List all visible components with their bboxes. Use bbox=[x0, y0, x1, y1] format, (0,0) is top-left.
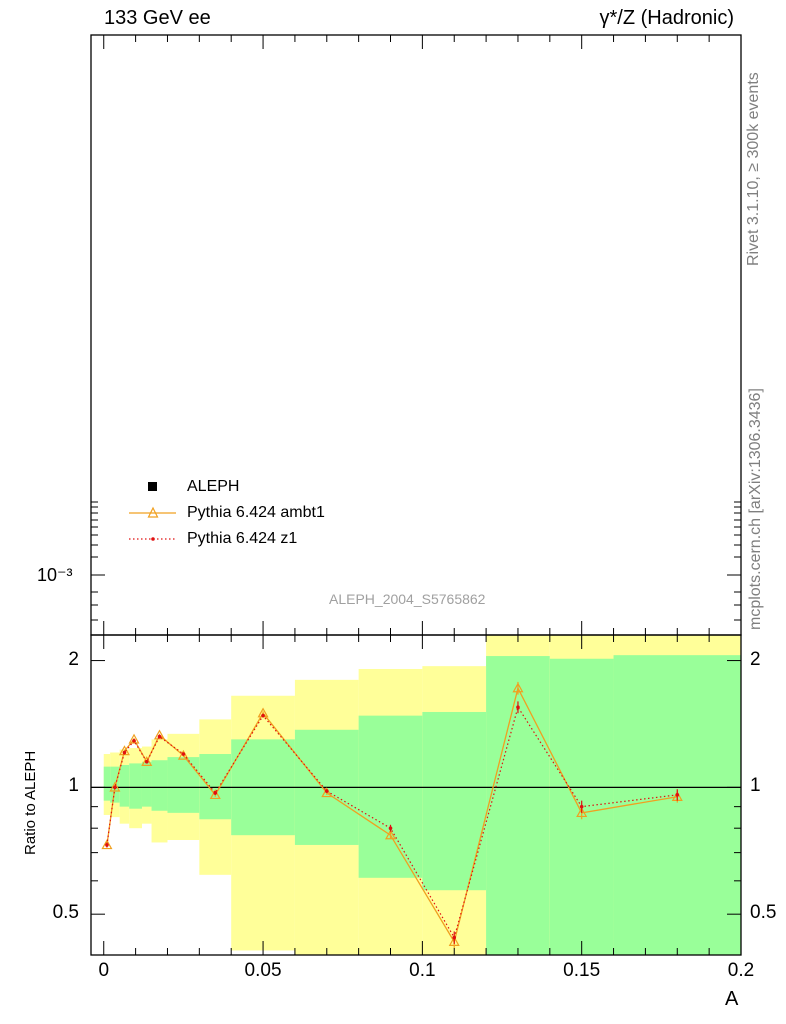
series-1-point-2 bbox=[122, 750, 127, 755]
series-0-point-5 bbox=[153, 729, 166, 740]
band-inner-0 bbox=[103, 766, 111, 801]
ratio-panel-axes bbox=[90, 634, 742, 956]
series-0-point-0 bbox=[101, 839, 113, 850]
series-0-point-7 bbox=[209, 789, 221, 800]
series-0-point-3 bbox=[128, 733, 140, 744]
band-inner-5 bbox=[151, 760, 168, 811]
series-1-point-5 bbox=[157, 734, 162, 739]
legend-label-aleph: ALEPH bbox=[187, 478, 240, 495]
legend-label-ambt1: Pythia 6.424 ambt1 bbox=[187, 504, 325, 521]
legend-marker-ambt1 bbox=[147, 506, 159, 518]
series-1-point-8 bbox=[261, 713, 265, 718]
series-0-point-1 bbox=[109, 781, 121, 792]
legend-label-z1: Pythia 6.424 z1 bbox=[187, 530, 298, 547]
x-axis-label: A bbox=[725, 988, 739, 1010]
ratio-ytick-label-left-1: 1 bbox=[68, 775, 79, 797]
analysis-label: ALEPH_2004_S5765862 bbox=[329, 591, 486, 607]
series-1-point-7 bbox=[213, 791, 218, 795]
ratio-ytick-label-left-0: 0.5 bbox=[52, 902, 79, 924]
band-inner-4 bbox=[141, 761, 152, 807]
legend-marker-aleph bbox=[148, 482, 157, 491]
series-0-point-11 bbox=[448, 936, 460, 946]
y-axis-label: Ratio to ALEPH bbox=[22, 750, 39, 855]
series-1-point-9 bbox=[324, 789, 329, 793]
band-inner-1 bbox=[110, 766, 120, 803]
mcplots-reference-note: mcplots.cern.ch [arXiv:1306.3436] bbox=[747, 388, 764, 630]
ratio-ytick-label-left-2: 2 bbox=[68, 648, 79, 670]
series-0-point-10 bbox=[384, 829, 397, 840]
series-1-point-3 bbox=[132, 738, 136, 743]
band-inner-12 bbox=[486, 656, 550, 955]
series-1-point-0 bbox=[105, 843, 109, 847]
series-1-point-4 bbox=[144, 760, 149, 764]
main-ytick-label: 10⁻³ bbox=[37, 565, 73, 585]
ratio-uncertainty-bands bbox=[103, 635, 741, 955]
rivet-version-note: Rivet 3.1.10, ≥ 300k events bbox=[745, 72, 762, 266]
series-0-point-6 bbox=[177, 749, 189, 760]
series-0-point-9 bbox=[321, 787, 333, 798]
series-0-point-13 bbox=[576, 807, 588, 818]
ratio-series-group bbox=[101, 681, 683, 949]
series-1-point-1 bbox=[113, 785, 117, 790]
ratio-xtick-label-0: 0 bbox=[98, 960, 110, 981]
ratio-panel-frame bbox=[90, 634, 742, 956]
ratio-ytick-label-right-1: 1 bbox=[750, 775, 761, 797]
plot-left-title: 133 GeV ee bbox=[104, 7, 211, 29]
legend-markers bbox=[129, 482, 176, 541]
series-1-point-14 bbox=[675, 793, 680, 797]
series-0-point-12 bbox=[512, 682, 524, 693]
band-inner-7 bbox=[199, 754, 232, 820]
band-inner-2 bbox=[119, 765, 130, 807]
series-1-point-11 bbox=[452, 935, 457, 940]
legend-marker-z1 bbox=[151, 537, 155, 541]
ratio-ytick-label-right-2: 2 bbox=[750, 648, 761, 670]
ratio-xtick-label-4: 0.2 bbox=[727, 960, 755, 981]
band-inner-11 bbox=[422, 711, 487, 891]
ratio-xtick-label-3: 0.15 bbox=[563, 960, 601, 981]
band-inner-6 bbox=[167, 757, 200, 813]
plot-right-title: γ*/Z (Hadronic) bbox=[599, 7, 734, 29]
band-inner-10 bbox=[358, 715, 423, 878]
band-inner-14 bbox=[613, 655, 741, 955]
series-0-point-4 bbox=[141, 756, 153, 767]
ratio-xtick-label-2: 0.1 bbox=[409, 960, 436, 981]
series-1-point-6 bbox=[181, 752, 186, 756]
ratio-ytick-label-right-0: 0.5 bbox=[750, 902, 777, 924]
ratio-xtick-label-1: 0.05 bbox=[244, 960, 282, 981]
band-inner-3 bbox=[129, 763, 142, 809]
series-1-point-12 bbox=[516, 705, 520, 709]
series-1-point-13 bbox=[579, 804, 584, 809]
series-1-point-10 bbox=[388, 826, 393, 830]
